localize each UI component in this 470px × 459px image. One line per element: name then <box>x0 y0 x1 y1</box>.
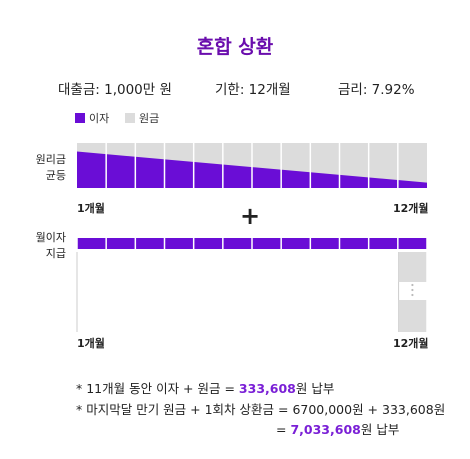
monthly-interest-block <box>136 238 164 249</box>
section1-label-line1: 원리금 <box>35 153 66 166</box>
section1-label-line2: 균등 <box>45 169 66 182</box>
continuation-dot <box>411 283 414 287</box>
monthly-interest-block <box>223 238 252 249</box>
note-line3-prefix: = <box>276 422 291 437</box>
section1-end-label: 12개월 <box>393 202 429 215</box>
section1-start-label: 1개월 <box>77 202 105 215</box>
monthly-interest-block <box>77 238 106 249</box>
monthly-interest-block <box>281 238 310 249</box>
note-line1: * 11개월 동안 이자 + 원금 = 333,608원 납부 <box>76 378 334 397</box>
note-line1-amount: 333,608 <box>238 381 296 396</box>
section2-label: 월이자 지급 <box>26 230 66 262</box>
section2-label-line1: 월이자 <box>35 231 66 244</box>
legend-principal-label: 원금 <box>139 112 160 125</box>
final-principal-block-bottom <box>398 300 427 332</box>
monthly-interest-block <box>311 238 339 249</box>
final-principal-block-top <box>398 252 427 282</box>
note-line1-suffix: 원 납부 <box>295 381 335 396</box>
monthly-interest-block <box>194 238 223 249</box>
section2-label-line2: 지급 <box>45 247 66 260</box>
note-line1-prefix: * 11개월 동안 이자 + 원금 = <box>76 381 239 396</box>
legend-principal-swatch <box>125 113 135 123</box>
monthly-interest-block <box>106 238 135 249</box>
plus-sign: + <box>240 202 261 230</box>
monthly-interest-block <box>398 238 427 249</box>
section1-label: 원리금 균등 <box>26 152 66 184</box>
continuation-dot <box>411 288 414 292</box>
rate-text: 금리: 7.92% <box>338 82 415 98</box>
note-line3-amount: 7,033,608 <box>290 422 361 437</box>
section2-end-label: 12개월 <box>393 337 429 350</box>
note-line3: = 7,033,608원 납부 <box>276 419 399 438</box>
note-line2: * 마지막달 만기 원금 + 1회차 상환금 = 6700,000원 + 333… <box>76 402 446 417</box>
page-title: 혼합 상환 <box>196 36 274 58</box>
section2-start-label: 1개월 <box>77 337 105 350</box>
note-line3-suffix: 원 납부 <box>360 422 400 437</box>
monthly-interest-block <box>165 238 193 249</box>
continuation-dot <box>411 293 414 297</box>
monthly-interest-block <box>252 238 281 249</box>
legend-interest-swatch <box>75 113 85 123</box>
monthly-interest-block <box>369 238 398 249</box>
monthly-interest-block <box>340 238 368 249</box>
term-text: 기한: 12개월 <box>215 82 291 98</box>
legend-interest-label: 이자 <box>89 112 110 125</box>
loan-amount-text: 대출금: 1,000만 원 <box>58 82 172 98</box>
